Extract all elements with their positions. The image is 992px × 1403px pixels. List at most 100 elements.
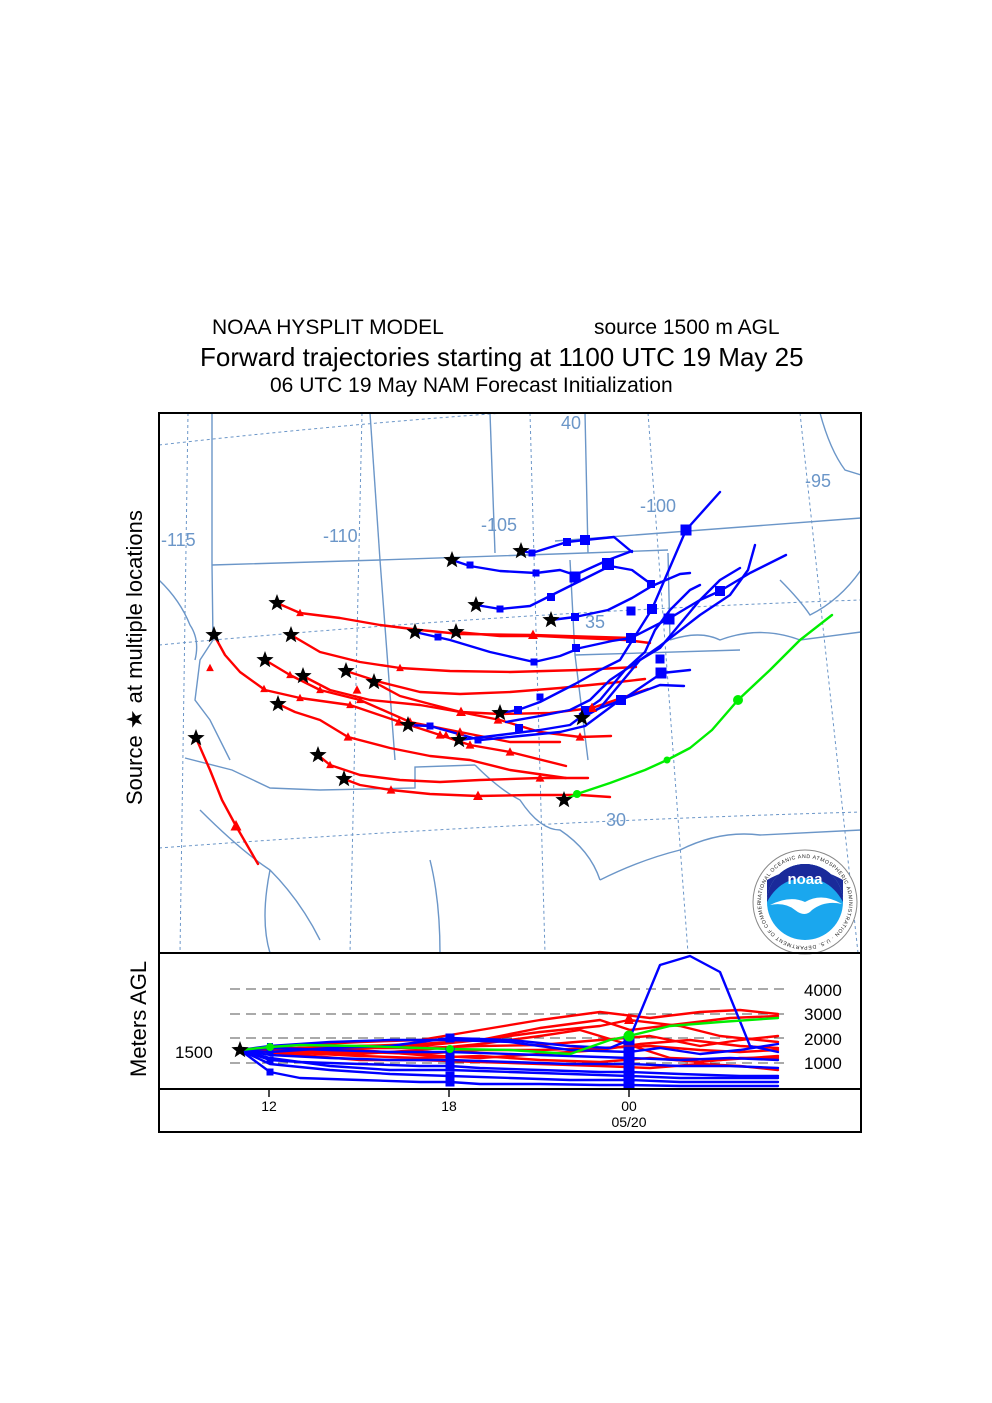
border-us-mexico (184, 757, 476, 791)
border-nevada (211, 413, 214, 641)
source-star (269, 695, 287, 712)
trajectory-marker (580, 535, 590, 545)
trajectory-marker (733, 695, 743, 705)
lon-label-105: -105 (481, 515, 517, 535)
border-az-nm (369, 413, 381, 561)
trajectory-marker (386, 785, 396, 794)
time-axis-frame (158, 1088, 862, 1133)
source-star (406, 623, 424, 640)
source-star (187, 729, 205, 746)
source-star (256, 651, 274, 668)
lon-label-115: -115 (161, 530, 196, 550)
trajectory-marker (569, 571, 581, 583)
altitude-trajectories (238, 954, 780, 1088)
trajectory-marker (426, 722, 434, 730)
altitude-line (238, 1038, 780, 1056)
trajectory-marker (343, 732, 353, 741)
trajectory-marker (260, 684, 268, 693)
trajectory-marker (571, 613, 579, 621)
trajectory-marker (352, 685, 362, 694)
subtitle: 06 UTC 19 May NAM Forecast Initializatio… (270, 374, 673, 397)
altitude-marker (445, 1061, 455, 1071)
trajectory-marker (316, 685, 324, 694)
source-star (399, 716, 417, 733)
time-tick-12: 12 (261, 1098, 277, 1114)
map-panel: -115 -110 -105 -100 -95 40 35 30 NATIONA… (0, 0, 862, 955)
altitude-marker (445, 1055, 455, 1065)
trajectory-line (263, 658, 562, 744)
altitude-marker (623, 1046, 635, 1058)
source-star (573, 709, 591, 726)
height-tick-1000: 1000 (804, 1054, 842, 1073)
source-star (309, 746, 327, 763)
height-tick-4000: 4000 (804, 981, 842, 1000)
trajectory-marker (680, 524, 692, 536)
trajectory-line (289, 633, 638, 674)
noaa-ring-text: NATIONAL OCEANIC AND ATMOSPHERIC ADMINIS… (0, 0, 852, 950)
source-star (555, 791, 573, 808)
lon-label-95: -95 (805, 471, 831, 491)
trajectory-marker (536, 693, 544, 701)
border-east (667, 552, 671, 641)
trajectory-marker (296, 608, 304, 617)
trajectory-marker (493, 715, 503, 724)
source-star (337, 662, 355, 679)
trajectory-marker (514, 706, 522, 714)
trajectory-marker (455, 727, 465, 736)
altitude-line (238, 1048, 780, 1084)
trajectory-marker (528, 549, 536, 557)
map-markers (187, 524, 743, 831)
lat-line-30 (159, 811, 861, 849)
trajectory-marker (715, 586, 725, 596)
lat-label-35: 35 (585, 612, 605, 632)
trajectory-marker (496, 605, 504, 613)
main-title: Forward trajectories starting at 1100 UT… (200, 342, 804, 372)
graticule (159, 413, 861, 953)
red-river (669, 631, 861, 641)
altitude-marker (266, 1056, 274, 1064)
trajectory-line (344, 669, 647, 696)
lat-label-40: 40 (561, 413, 581, 433)
lat-label-30: 30 (606, 810, 626, 830)
trajectory-marker (663, 613, 675, 625)
time-tick-00: 00 (621, 1098, 637, 1114)
source-height-title: source 1500 m AGL (594, 316, 780, 339)
trajectory-line (504, 566, 742, 724)
border-co-west (379, 559, 396, 761)
source-star (450, 731, 468, 748)
lat-line-40 (159, 413, 511, 446)
trajectory-marker (474, 736, 482, 744)
height-tick-2000: 2000 (804, 1030, 842, 1049)
source-star (268, 594, 286, 611)
lon-line-115 (179, 413, 189, 953)
model-title: NOAA HYSPLIT MODEL (212, 316, 444, 339)
altitude-line (238, 1016, 780, 1056)
altitude-line (238, 1046, 780, 1062)
source-star (467, 596, 485, 613)
border-east-2 (779, 569, 861, 616)
source-star (443, 551, 461, 568)
altitude-marker (266, 1043, 274, 1051)
altitude-panel: 4000 3000 2000 1000 1500 (158, 952, 862, 1090)
altitude-marker (623, 1052, 635, 1064)
altitude-line (238, 1048, 780, 1088)
lon-line-105 (529, 413, 546, 953)
trajectory-marker (663, 756, 671, 764)
lake-michigan-area (819, 413, 861, 476)
noaa-logo-text: noaa (787, 871, 823, 888)
source-star (282, 626, 300, 643)
trajectory-marker (473, 790, 483, 801)
lon-label-110: -110 (323, 526, 358, 546)
time-axis: 12 18 00 05/20 (158, 1088, 862, 1133)
trajectory-marker (535, 773, 545, 782)
trajectory-marker (326, 760, 334, 769)
altitude-marker (266, 1048, 274, 1056)
noaa-logo: NATIONAL OCEANIC AND ATMOSPHERIC ADMINIS… (0, 0, 858, 955)
source-star (512, 542, 530, 559)
trajectory-line (194, 736, 260, 866)
trajectory-marker (435, 730, 445, 739)
trajectory-marker (575, 732, 585, 741)
altitude-marker (445, 1033, 455, 1043)
border-ca-coast (159, 579, 198, 661)
source-star (365, 673, 383, 690)
